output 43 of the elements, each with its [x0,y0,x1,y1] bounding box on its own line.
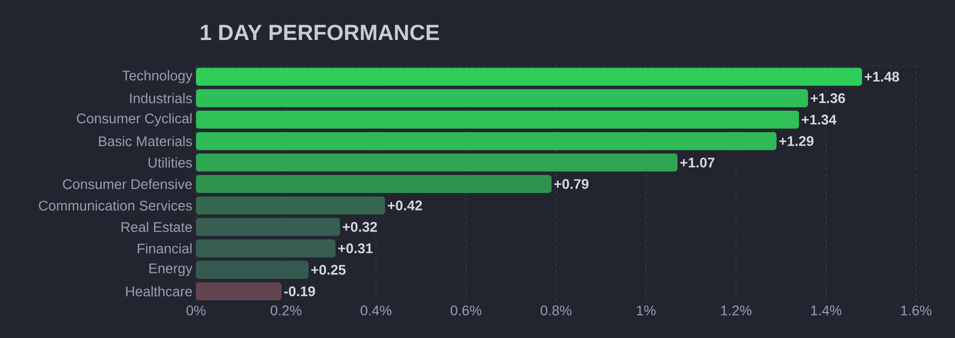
bar [196,282,282,300]
x-tick-label: 0.6% [450,306,482,316]
y-tick-label: Financial [138,243,192,254]
bar [196,174,552,194]
data-label: +1.48 [864,72,900,82]
data-label: -0.19 [284,286,315,296]
bar [196,154,678,172]
bar [196,260,309,279]
y-tick-label: Consumer Cyclical [76,113,192,126]
bar [196,132,777,150]
y-tick-label: Industrials [130,93,192,104]
data-label: +0.79 [554,179,588,189]
x-tick-label: 0% [186,306,206,316]
x-tick-label: 1.4% [811,306,842,316]
x-tick-label: 1.6% [901,306,932,316]
y-tick-label: Basic Materials [99,136,192,146]
x-tick-label: 0.4% [360,306,392,316]
bar [196,89,808,108]
x-tick-label: 0.8% [540,306,572,316]
y-tick-label: Communication Services [38,200,192,211]
bar [196,110,800,129]
y-tick-label: Utilities [148,157,192,168]
data-label: +1.07 [680,158,714,168]
y-tick-label: Consumer Defensive [62,178,192,190]
data-label: +1.36 [810,93,845,104]
data-label: +1.29 [779,136,814,146]
y-tick-label: Healthcare [126,286,192,296]
bar [196,68,862,86]
bar [196,218,340,236]
y-tick-label: Energy [149,264,192,276]
x-tick-label: 0.2% [270,306,302,316]
data-label: +0.31 [338,243,373,254]
data-label: +0.42 [388,200,422,210]
x-tick-label: 1.2% [721,306,752,316]
data-label: +1.34 [802,114,836,125]
y-tick-label: Technology [122,70,192,84]
data-label: +0.32 [342,222,377,232]
y-tick-label: Real Estate [122,222,192,232]
bar [196,239,336,258]
x-tick-label: 1% [636,306,656,316]
chart-title: 1 DAY PERFORMANCE [200,24,439,40]
data-label: +0.25 [311,264,346,275]
bar [196,196,386,214]
